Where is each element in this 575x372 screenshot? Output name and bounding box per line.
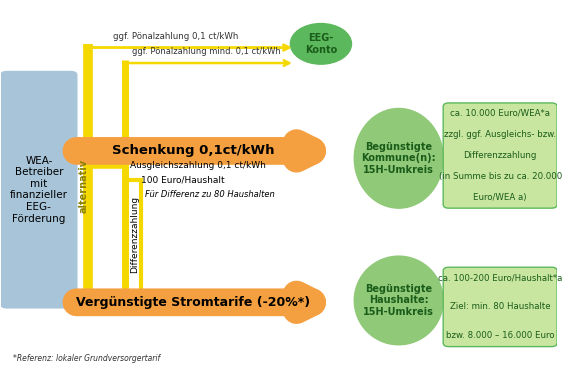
- Text: *Referenz: lokaler Grundversorgertarif: *Referenz: lokaler Grundversorgertarif: [13, 354, 160, 363]
- Text: Begünstigte
Kommune(n):
15H-Umkreis: Begünstigte Kommune(n): 15H-Umkreis: [362, 142, 436, 175]
- Text: Differenzzahlung: Differenzzahlung: [131, 195, 139, 273]
- Text: ggf. Pönalzahlung mind. 0,1 ct/kWh: ggf. Pönalzahlung mind. 0,1 ct/kWh: [132, 47, 281, 57]
- Text: EEG-
Konto: EEG- Konto: [305, 33, 337, 55]
- Text: Differenzzahlung: Differenzzahlung: [463, 151, 537, 160]
- Text: Begünstigte
Haushalte:
15H-Umkreis: Begünstigte Haushalte: 15H-Umkreis: [363, 284, 434, 317]
- FancyBboxPatch shape: [443, 103, 557, 208]
- Text: bzw. 8.000 – 16.000 Euro: bzw. 8.000 – 16.000 Euro: [446, 331, 554, 340]
- Text: zzgl. ggf. Ausgleichs- bzw.: zzgl. ggf. Ausgleichs- bzw.: [444, 130, 556, 139]
- Text: WEA-
Betreiber
mit
finanzieller
EEG-
Förderung: WEA- Betreiber mit finanzieller EEG- För…: [10, 156, 68, 224]
- Ellipse shape: [354, 256, 443, 345]
- FancyBboxPatch shape: [0, 71, 78, 309]
- Text: 100 Euro/Haushalt: 100 Euro/Haushalt: [141, 176, 225, 185]
- Text: (in Summe bis zu ca. 20.000: (in Summe bis zu ca. 20.000: [439, 172, 562, 181]
- Text: Ausgleichszahlung 0,1 ct/kWh: Ausgleichszahlung 0,1 ct/kWh: [131, 161, 266, 170]
- Text: Euro/WEA a): Euro/WEA a): [473, 193, 527, 202]
- Text: ca. 100-200 Euro/Haushalt*a: ca. 100-200 Euro/Haushalt*a: [438, 274, 562, 283]
- FancyBboxPatch shape: [443, 267, 557, 347]
- Text: alternativ: alternativ: [79, 159, 89, 213]
- Text: Schenkung 0,1ct/kWh: Schenkung 0,1ct/kWh: [112, 144, 274, 157]
- Text: Ziel: min. 80 Haushalte: Ziel: min. 80 Haushalte: [450, 302, 550, 311]
- Text: Vergünstigte Stromtarife (-20%*): Vergünstigte Stromtarife (-20%*): [76, 296, 310, 309]
- Text: Für Differenz zu 80 Haushalten: Für Differenz zu 80 Haushalten: [145, 190, 274, 199]
- Circle shape: [290, 23, 351, 64]
- Text: ggf. Pönalzahlung 0,1 ct/kWh: ggf. Pönalzahlung 0,1 ct/kWh: [113, 32, 238, 41]
- Ellipse shape: [354, 109, 443, 208]
- Text: ca. 10.000 Euro/WEA*a: ca. 10.000 Euro/WEA*a: [450, 109, 550, 118]
